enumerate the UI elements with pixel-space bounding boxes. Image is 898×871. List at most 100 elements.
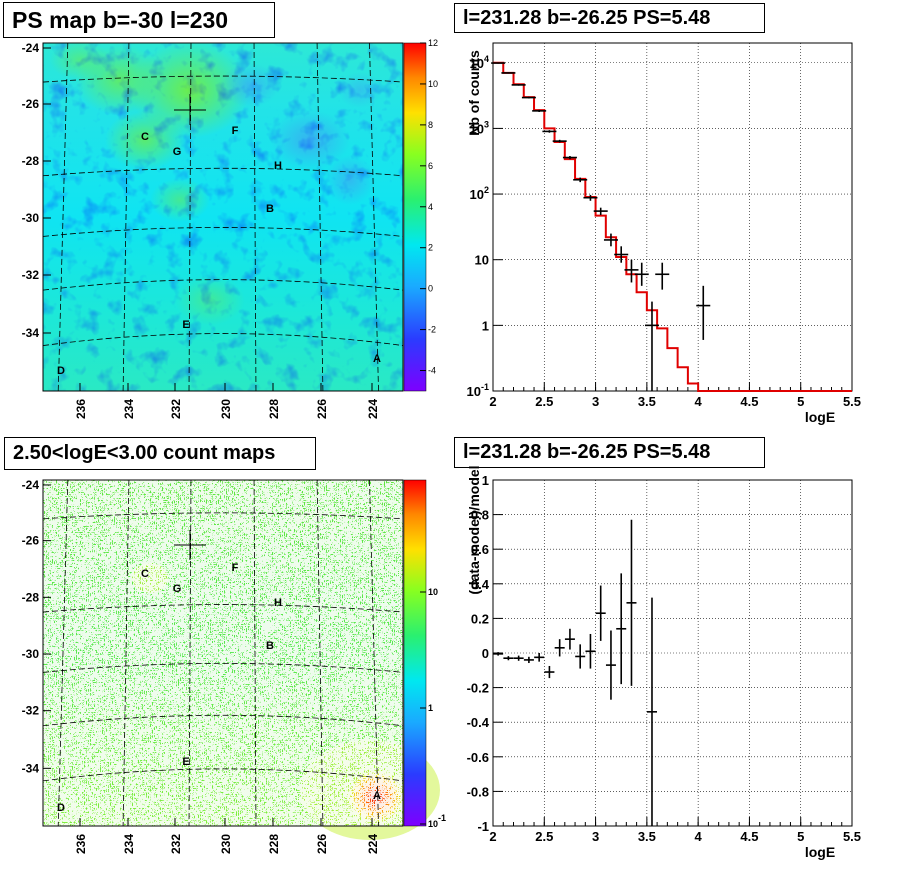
source-label: H [274, 597, 282, 609]
residual-point [626, 519, 637, 686]
residual-point [575, 644, 586, 669]
x-tick-label: 4.5 [740, 394, 758, 409]
count-map-coordinate-grid [42, 479, 404, 827]
y-tick-label: 0.6 [471, 542, 489, 557]
y-tick-label: 1 [482, 473, 489, 488]
count-map-source-labels: C G F H B E A D [57, 562, 381, 814]
ps-map-source-labels: C G F H B E A D [57, 125, 381, 377]
residual-point [544, 665, 555, 679]
y-tick-label: 102 [470, 185, 489, 202]
residual-point [554, 639, 565, 657]
y-tick-label: -28 [22, 154, 40, 168]
source-label: A [373, 353, 381, 365]
y-axis-label: (data-model)/model [466, 465, 482, 594]
y-tick-label: -32 [22, 704, 40, 718]
data-point [593, 207, 608, 215]
y-tick-label: -0.4 [467, 715, 490, 730]
x-tick-label: 230 [219, 399, 233, 419]
y-tick-label: 0.4 [471, 577, 490, 592]
grid-meridian [122, 479, 130, 827]
colorbar-tick-label: 8 [428, 120, 433, 130]
colorbar-tick-label: 2 [428, 243, 433, 253]
residual-point [513, 655, 524, 661]
x-tick-label: 236 [74, 399, 88, 419]
source-label: B [266, 640, 274, 652]
source-label: E [182, 319, 189, 331]
count-map-panel: C G F H B E A D 236 234 232 230 228 226 224 -24 -26 -28 -… [22, 478, 446, 854]
y-tick-label: -28 [22, 590, 40, 604]
grid-parallel [42, 279, 404, 291]
x-tick-label: 230 [219, 834, 233, 854]
x-tick-label: 3.5 [638, 394, 656, 409]
x-tick-label: 234 [122, 834, 136, 854]
y-axis-label: Nb of counts [466, 50, 482, 136]
ps-map-coordinate-grid [42, 42, 404, 392]
data-point [511, 84, 526, 86]
x-tick-label: 4 [695, 829, 703, 844]
x-tick-label: 232 [169, 399, 183, 419]
residual-point [534, 653, 545, 662]
residual-point [595, 585, 606, 641]
source-label: G [173, 146, 182, 158]
data-point [532, 109, 547, 112]
grid-meridian [253, 42, 257, 392]
x-axis-label: logE [805, 844, 835, 860]
y-tick-label: -24 [22, 478, 40, 492]
x-tick-label: 232 [169, 834, 183, 854]
data-point [644, 301, 659, 391]
colorbar-tick-label: 6 [428, 161, 433, 171]
y-tick-label: -0.8 [467, 784, 489, 799]
plot-area [492, 42, 853, 392]
count-map-colorbar [403, 479, 427, 827]
source-label: H [274, 160, 282, 172]
y-tick-label: -30 [22, 647, 40, 661]
grid-meridian [316, 479, 324, 827]
grid-parallel [42, 167, 404, 177]
residual-point [605, 630, 616, 700]
x-tick-label: 4.5 [740, 829, 758, 844]
count-map-noise [43, 480, 403, 826]
x-tick-label: 5.5 [843, 394, 861, 409]
residual-point [523, 656, 534, 664]
x-tick-label: 5.5 [843, 829, 861, 844]
colorbar-tick-label: -4 [428, 366, 436, 376]
residual-point [646, 597, 657, 826]
data-point [501, 72, 516, 74]
grid-meridian [57, 479, 69, 827]
count-map-axes: 236 234 232 230 228 226 224 -24 -26 -28 -30 -32 -34 [22, 478, 380, 854]
x-tick-label: 228 [267, 399, 281, 419]
data-point [624, 259, 639, 283]
grid-parallel [42, 768, 404, 782]
data-point [573, 177, 588, 183]
x-tick-label: 226 [315, 834, 329, 854]
x-tick-label: 234 [122, 399, 136, 419]
residual-point [616, 573, 627, 685]
source-label: B [266, 203, 274, 215]
residual-point [585, 633, 596, 669]
x-tick-label: 226 [315, 399, 329, 419]
count-map-colorbar-ticks: 10 1 10-1 [420, 587, 446, 829]
source-label: F [232, 125, 239, 137]
x-axis-label: logE [805, 409, 835, 425]
colorbar-tick-label: 4 [428, 202, 433, 212]
x-tick-label: 5 [797, 394, 804, 409]
x-tick-label: 3 [592, 829, 599, 844]
grid-meridian [188, 479, 192, 827]
x-tick-label: 236 [74, 834, 88, 854]
grid-meridian [316, 42, 324, 392]
grid-meridian [253, 479, 257, 827]
spectrum-panel: 2 2.5 3 3.5 4 4.5 5 5.5 10-1 1 10 102 103 104 logE Nb o… [466, 42, 861, 425]
ps-map-noise [43, 43, 403, 391]
plot-area [492, 479, 853, 827]
y-tick-label: 1 [482, 318, 489, 333]
source-label: F [232, 562, 239, 574]
ps-map-colorbar [403, 42, 427, 392]
source-label: G [173, 583, 182, 595]
x-tick-label: 228 [267, 834, 281, 854]
y-tick-label: -26 [22, 97, 40, 111]
grid-parallel [42, 512, 404, 520]
y-tick-label: 104 [470, 54, 489, 71]
y-tick-label: 0.8 [471, 508, 489, 523]
y-tick-label: -0.6 [467, 750, 489, 765]
grid-parallel [42, 227, 404, 237]
